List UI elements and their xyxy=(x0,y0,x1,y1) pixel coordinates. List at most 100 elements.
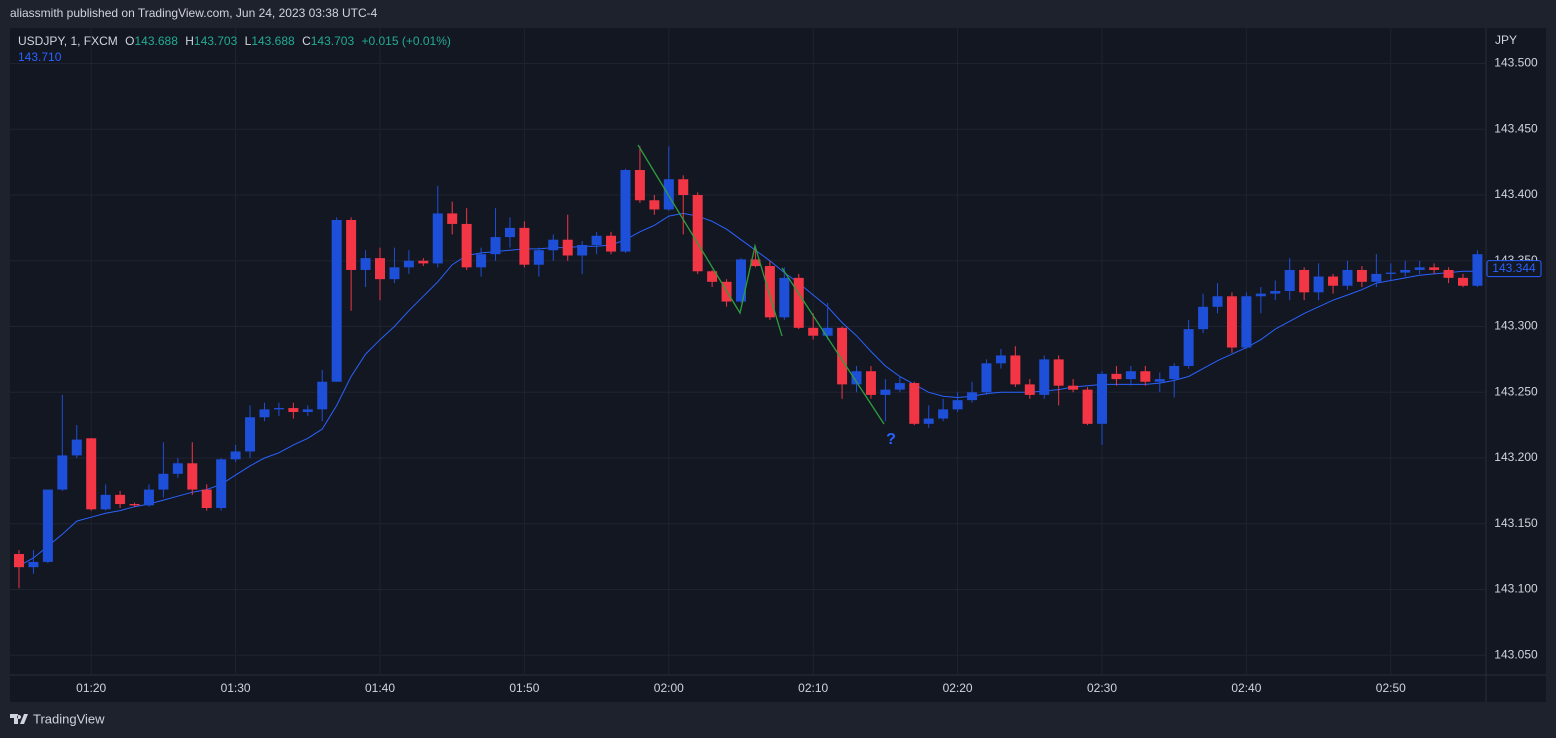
candle-body xyxy=(1053,359,1064,386)
candle-body xyxy=(707,271,718,282)
y-tick-label: 143.500 xyxy=(1494,56,1538,70)
x-tick-label: 02:30 xyxy=(1087,681,1117,695)
candle-body xyxy=(1241,296,1252,348)
candle-body xyxy=(692,195,703,272)
candle-body xyxy=(1458,277,1468,286)
drawing-zigzag xyxy=(637,144,783,337)
candle-body xyxy=(1111,373,1122,380)
candle-body xyxy=(1313,276,1324,293)
candle-body xyxy=(172,463,183,474)
candle-body xyxy=(1039,359,1050,395)
grid xyxy=(10,28,1486,675)
candle-body xyxy=(115,494,126,505)
y-tick-label: 143.250 xyxy=(1494,384,1538,398)
candle-body xyxy=(403,260,414,268)
currency: JPY xyxy=(1495,33,1517,47)
brand-logo: TradingView xyxy=(10,711,105,726)
candle-body xyxy=(779,277,790,318)
candle-body xyxy=(1068,385,1079,390)
candle-body xyxy=(620,170,631,252)
candle-body xyxy=(1414,267,1425,270)
candle-body xyxy=(504,227,515,238)
candle-body xyxy=(634,170,645,201)
candle-body xyxy=(591,235,602,245)
candle-body xyxy=(187,463,198,490)
candle-body xyxy=(476,254,487,268)
candle-body xyxy=(995,355,1006,364)
candle-body xyxy=(71,439,82,456)
x-tick-label: 01:40 xyxy=(365,681,395,695)
candle-body xyxy=(230,451,241,460)
brand-name: TradingView xyxy=(33,711,105,726)
last-price-label: 143.344 xyxy=(1492,261,1536,275)
candle-body xyxy=(1255,293,1266,297)
candle-body xyxy=(981,363,992,393)
candle-body xyxy=(447,213,458,224)
candle-body xyxy=(1198,306,1209,330)
drawing-line xyxy=(781,267,885,425)
candle-body xyxy=(1097,373,1107,424)
ohlc-value: 143.688 xyxy=(251,34,295,48)
plot xyxy=(14,146,1483,589)
candle-body xyxy=(360,258,371,270)
candle-body xyxy=(143,489,154,506)
candle-body xyxy=(158,473,169,490)
ohlc-value: 143.703 xyxy=(194,34,238,48)
candle-body xyxy=(1356,269,1367,282)
y-tick-label: 143.300 xyxy=(1494,319,1538,333)
candle-body xyxy=(245,417,256,452)
candle-body xyxy=(1342,269,1353,286)
candle-body xyxy=(750,259,761,267)
candle-body xyxy=(678,179,689,196)
candle-body xyxy=(100,494,111,510)
candle-body xyxy=(1024,384,1035,395)
candle-body xyxy=(923,418,934,424)
candle-body xyxy=(793,277,804,328)
candle-body xyxy=(346,219,357,270)
y-tick-label: 143.050 xyxy=(1494,647,1538,661)
ohlc-value: 143.703 xyxy=(311,34,355,48)
candle-body xyxy=(909,383,920,424)
candle-body xyxy=(1226,296,1237,348)
candle-body xyxy=(577,244,588,256)
indicator-value: 143.710 xyxy=(18,50,62,64)
candle-body xyxy=(1371,273,1382,282)
candle-body xyxy=(331,219,342,382)
publisher-line: aliassmith published on TradingView.com,… xyxy=(10,6,378,20)
candle-body xyxy=(649,200,660,210)
ema-line xyxy=(18,212,1478,567)
ohlc-label: H xyxy=(185,34,194,48)
y-tick-label: 143.450 xyxy=(1494,121,1538,135)
candle-body xyxy=(967,392,978,401)
candle-body xyxy=(952,400,963,410)
x-tick-label: 02:40 xyxy=(1231,681,1261,695)
candle-body xyxy=(837,327,848,385)
ohlc-value: 143.688 xyxy=(135,34,179,48)
candle-body xyxy=(375,258,385,280)
candle-body xyxy=(129,504,140,506)
candle-body xyxy=(418,260,429,264)
symbol: USDJPY, 1, FXCM xyxy=(18,34,118,48)
candle-body xyxy=(1299,269,1310,293)
candle-body xyxy=(894,383,905,390)
candle-body xyxy=(28,561,39,568)
candle-body xyxy=(519,227,530,265)
candle-body xyxy=(533,250,544,265)
candle-body xyxy=(1284,269,1295,292)
candle-body xyxy=(259,409,270,418)
candle-body xyxy=(216,459,227,508)
ohlc-label: L xyxy=(245,34,252,48)
candle-body xyxy=(764,266,775,318)
candle-body xyxy=(317,381,328,410)
candle-body xyxy=(201,489,212,508)
candle-body xyxy=(938,409,949,419)
candle-body xyxy=(288,408,299,412)
change: +0.015 (+0.01%) xyxy=(361,34,450,48)
y-tick-label: 143.200 xyxy=(1494,450,1538,464)
candle-body xyxy=(1082,389,1093,424)
y-tick-label: 143.150 xyxy=(1494,516,1538,530)
candle-body xyxy=(1154,379,1165,382)
y-tick-label: 143.400 xyxy=(1494,187,1538,201)
logo-icon xyxy=(10,714,28,724)
